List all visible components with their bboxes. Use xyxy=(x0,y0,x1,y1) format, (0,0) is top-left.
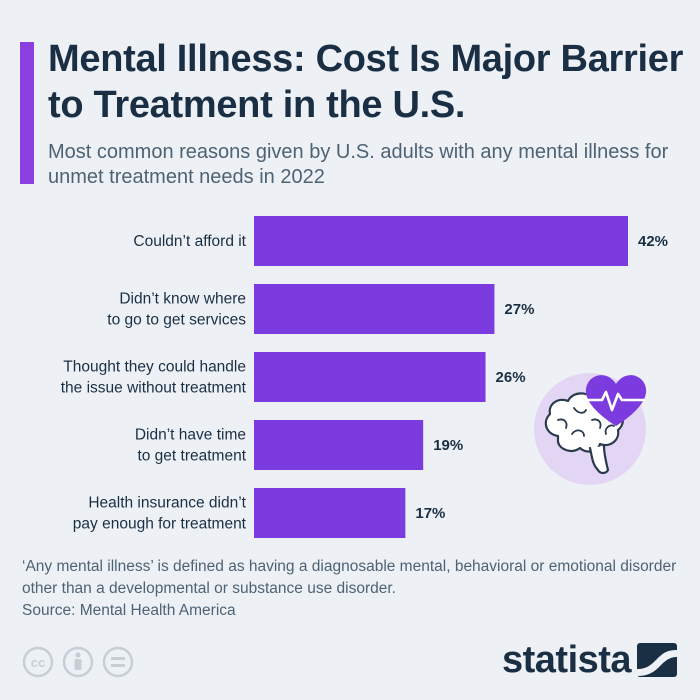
category-label-5: Health insurance didn’t pay enough for tr… xyxy=(73,495,247,533)
value-label-3: 26% xyxy=(496,369,526,386)
source-line: Source: Mental Health America xyxy=(22,602,236,619)
bar-1 xyxy=(254,216,628,266)
bar-3 xyxy=(254,352,486,402)
category-label-4: Didn’t have time to get treatment xyxy=(135,427,247,465)
value-label-1: 42% xyxy=(638,233,668,250)
title-accent-bar xyxy=(20,42,34,184)
value-label-2: 27% xyxy=(504,301,534,318)
category-label-1: Couldn’t afford it xyxy=(133,233,246,250)
bar-2 xyxy=(254,284,495,334)
svg-text:cc: cc xyxy=(31,655,45,670)
bar-4 xyxy=(254,420,424,470)
chart-subtitle: Most common reasons given by U.S. adults… xyxy=(48,141,669,188)
cc-icon: cc xyxy=(22,646,54,678)
value-label-4: 19% xyxy=(433,437,463,454)
bar-5 xyxy=(254,488,406,538)
value-label-5: 17% xyxy=(415,505,445,522)
chart-title: Mental Illness: Cost Is Major Barrier to… xyxy=(48,38,684,126)
statista-brand: statista xyxy=(502,639,678,681)
brain-heart-illustration-icon xyxy=(534,373,647,485)
statista-logo-icon xyxy=(637,643,678,677)
attribution-icon xyxy=(62,646,94,678)
no-derivatives-icon xyxy=(102,646,134,678)
footnote: ‘Any mental illness’ is defined as havin… xyxy=(22,558,677,597)
category-label-2: Didn’t know where to go to get services xyxy=(107,291,246,329)
bar-chart: 42% Couldn’t afford it 27% Didn’t know wher… xyxy=(61,216,668,538)
brand-name: statista xyxy=(502,639,632,681)
license-icons: cc xyxy=(22,646,134,678)
category-label-3: Thought they could handle the issue witho… xyxy=(61,359,247,397)
